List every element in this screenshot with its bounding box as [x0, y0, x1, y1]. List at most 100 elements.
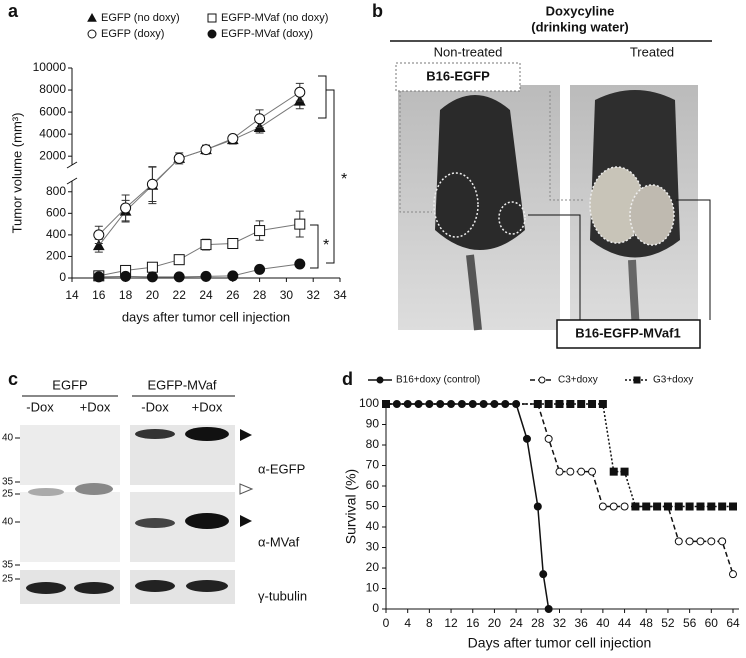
marker	[539, 570, 548, 579]
arrow	[399, 91, 432, 213]
y-tick-label: 0	[372, 601, 379, 615]
x-tick-label: 30	[280, 288, 294, 302]
size-marker: 35	[2, 477, 14, 488]
marker	[146, 178, 158, 190]
x-tick-label: 20	[488, 616, 502, 630]
band	[185, 427, 229, 441]
marker	[294, 218, 306, 230]
fit-line	[98, 91, 301, 236]
y-tick-label: 0	[59, 270, 66, 284]
marker	[598, 400, 607, 408]
marker	[685, 502, 694, 511]
lane-label: +Dox	[192, 399, 223, 414]
marker	[729, 570, 737, 579]
arrowhead	[240, 429, 252, 441]
band	[185, 513, 229, 529]
lane-label: +Dox	[80, 399, 111, 414]
marker	[718, 502, 727, 511]
arrowhead	[239, 483, 254, 495]
row-label: γ-tubulin	[258, 588, 307, 603]
x-tick-label: 26	[226, 288, 240, 302]
marker	[566, 467, 575, 476]
panel-label: c	[8, 369, 18, 389]
x-tick-label: 52	[661, 616, 675, 630]
band	[186, 580, 228, 592]
size-marker: 40	[2, 433, 14, 444]
y-tick-label: 30	[366, 540, 380, 554]
panel-label: d	[342, 369, 353, 389]
marker	[173, 271, 185, 283]
marker	[173, 254, 185, 266]
x-tick-label: 36	[575, 616, 589, 630]
x-tick-label: 4	[404, 616, 411, 630]
x-axis-label: Days after tumor cell injection	[468, 635, 652, 651]
marker	[620, 467, 629, 476]
marker	[609, 502, 618, 511]
blot-labels: EGFP EGFP-MVaf-Dox +Dox -Dox +Doxα-EGFP40352…	[2, 377, 307, 603]
row-label: α-MVaf	[258, 534, 300, 549]
marker	[729, 502, 737, 511]
y-axis-label: Survival (%)	[343, 469, 359, 544]
marker	[120, 270, 132, 282]
y-tick-label: 40	[366, 519, 380, 533]
survival-line	[386, 403, 734, 575]
marker	[522, 434, 531, 443]
mouse	[435, 95, 525, 250]
arrow	[549, 91, 585, 201]
y-tick-label: 60	[366, 478, 380, 492]
marker	[566, 400, 575, 408]
y-tick-label: 600	[46, 206, 66, 220]
panel-label: b	[372, 1, 383, 21]
x-tick-label: 14	[65, 288, 79, 302]
fit-line	[98, 100, 301, 246]
callout-box	[556, 319, 701, 349]
size-marker: 25	[2, 489, 14, 500]
marker	[620, 502, 629, 511]
legend-label: EGFP-MVaf (no doxy)	[221, 12, 328, 24]
lane-label: -Dox	[141, 399, 169, 414]
row-label: α-EGFP	[258, 461, 305, 476]
marker	[200, 144, 212, 156]
marker	[707, 537, 716, 546]
marker	[674, 537, 683, 546]
x-tick-label: 34	[333, 288, 347, 302]
marker	[633, 376, 641, 384]
band	[26, 582, 66, 594]
x-tick-label: 18	[119, 288, 133, 302]
y-tick-label: 90	[366, 417, 380, 431]
bracket	[310, 224, 319, 269]
marker	[631, 502, 640, 511]
marker	[642, 502, 651, 511]
marker	[93, 271, 105, 283]
header: (drinking water)	[531, 19, 629, 34]
marker	[254, 113, 266, 125]
blot	[20, 492, 120, 562]
marker	[207, 29, 217, 39]
legend-label: G3+doxy	[653, 375, 693, 386]
marker	[577, 467, 586, 476]
x-axis-label: days after tumor cell injection	[122, 309, 290, 324]
x-tick-label: 24	[199, 288, 213, 302]
x-tick-label: 56	[683, 616, 697, 630]
marker	[382, 400, 390, 408]
x-tick-label: 16	[92, 288, 106, 302]
marker	[254, 263, 266, 275]
axis-break	[66, 161, 78, 169]
annotation: *	[341, 171, 347, 188]
blot-panel	[20, 395, 254, 604]
marker	[707, 502, 716, 511]
y-tick-label: 6000	[39, 104, 66, 118]
band	[74, 582, 114, 594]
size-marker: 40	[2, 517, 14, 528]
marker	[577, 400, 586, 408]
marker	[555, 400, 564, 408]
marker	[674, 502, 683, 511]
marker	[200, 239, 212, 251]
annotation: *	[323, 237, 329, 254]
marker	[254, 225, 266, 237]
marker	[146, 271, 158, 283]
y-tick-label: 8000	[39, 82, 66, 96]
x-tick-label: 8	[426, 616, 433, 630]
y-axis-label: Tumor volume (mm³)	[9, 113, 24, 234]
